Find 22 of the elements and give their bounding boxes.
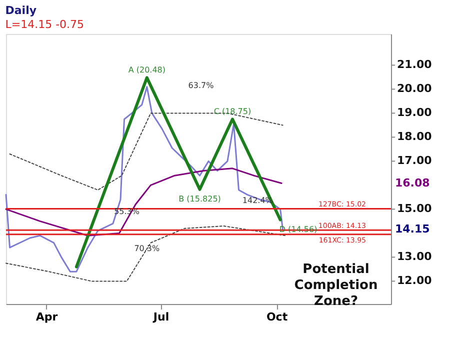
y-tick-label: 15.00 xyxy=(397,202,432,216)
y-tick-label: 18.00 xyxy=(397,130,432,144)
x-tick-label: Jul xyxy=(152,310,170,324)
x-tick-label: Oct xyxy=(266,310,288,324)
line-series xyxy=(74,76,282,268)
y-tick-label: 19.00 xyxy=(397,106,432,120)
chart-title: Daily xyxy=(5,4,37,17)
y-tick-label: 17.00 xyxy=(397,154,432,168)
annotation: 70.3% xyxy=(134,244,160,253)
y-tick-label: 12.00 xyxy=(397,274,432,288)
y-tick-label: 21.00 xyxy=(397,58,432,72)
text: 14.15 xyxy=(395,222,430,236)
annotation: A (20.48) xyxy=(128,66,166,75)
x-tick-label: Apr xyxy=(36,310,58,324)
annotation: B (15.825) xyxy=(178,194,221,204)
annotation: Potential Completion Zone? xyxy=(294,262,378,309)
text: 16.08 xyxy=(395,176,430,190)
y-tick-label: 13.00 xyxy=(397,250,432,264)
y-tick-label: 20.00 xyxy=(397,82,432,96)
line-series xyxy=(6,226,286,282)
annotation: 63.7% xyxy=(188,81,214,90)
chart-subtitle: L=14.15 -0.75 xyxy=(5,18,84,31)
